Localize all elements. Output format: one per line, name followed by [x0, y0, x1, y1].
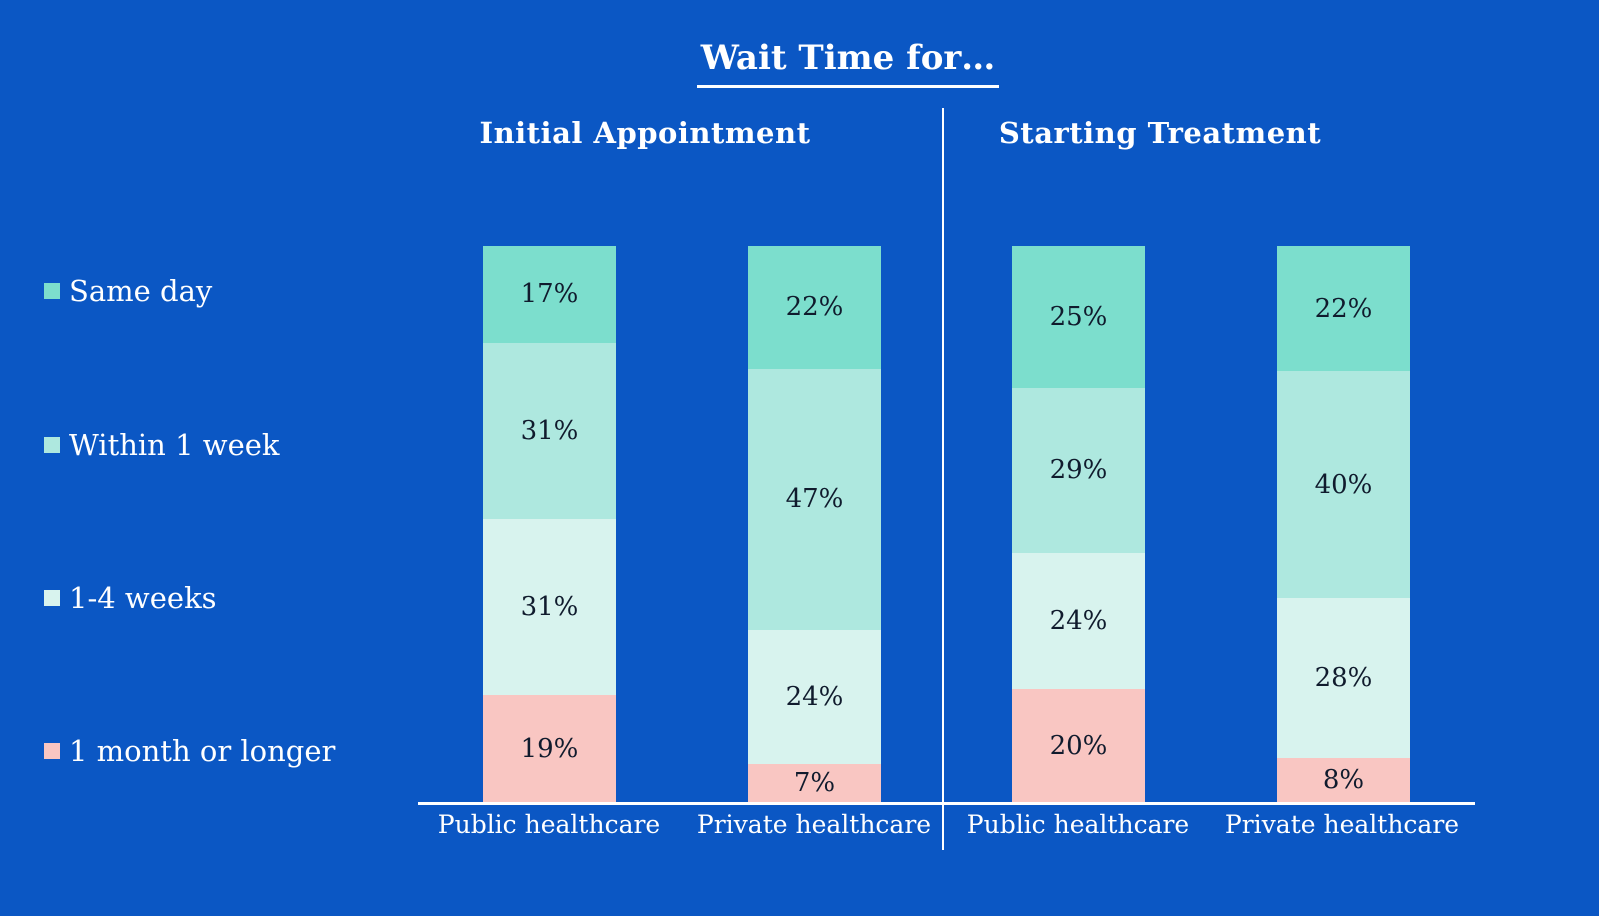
segment-value-label: 8%	[1322, 765, 1365, 796]
bar-segment-1-month-or-longer: 8%	[1277, 757, 1410, 803]
segment-value-label: 17%	[520, 279, 579, 310]
bar-initial-appointment-private: 22% 47% 24% 7%	[748, 246, 881, 803]
legend-swatch-1-month-or-longer	[44, 743, 60, 759]
segment-value-label: 40%	[1314, 469, 1373, 500]
segment-value-label: 19%	[520, 733, 579, 764]
x-axis-label-private-treatment: Private healthcare	[1224, 810, 1460, 839]
segment-value-label: 28%	[1314, 662, 1373, 693]
legend-item-within-1-week: Within 1 week	[44, 427, 279, 463]
segment-value-label: 24%	[1049, 606, 1108, 637]
segment-value-label: 31%	[520, 415, 579, 446]
bar-segment-same-day: 25%	[1012, 246, 1145, 389]
segment-value-label: 20%	[1049, 731, 1108, 762]
legend-label: Within 1 week	[69, 428, 280, 462]
panel-header-starting-treatment: Starting Treatment	[998, 116, 1322, 150]
chart-title-text: Wait Time for…	[696, 38, 1000, 88]
chart-title: Wait Time for…	[598, 38, 1098, 88]
legend-label: Same day	[69, 274, 213, 308]
legend-item-1-4-weeks: 1-4 weeks	[44, 580, 217, 616]
bar-segment-within-1-week: 29%	[1012, 388, 1145, 553]
segment-value-label: 47%	[785, 484, 844, 515]
segment-value-label: 24%	[785, 682, 844, 713]
panel-header-initial-appointment: Initial Appointment	[479, 116, 811, 150]
legend-item-1-month-or-longer: 1 month or longer	[44, 733, 335, 769]
bar-segment-within-1-week: 40%	[1277, 371, 1410, 599]
segment-value-label: 22%	[785, 292, 844, 323]
bar-segment-1-4-weeks: 24%	[748, 630, 881, 764]
legend-label: 1 month or longer	[69, 734, 336, 768]
bar-starting-treatment-public: 25% 29% 24% 20%	[1012, 246, 1145, 803]
bar-segment-same-day: 22%	[1277, 246, 1410, 372]
legend-swatch-same-day	[44, 283, 60, 299]
segment-value-label: 29%	[1049, 455, 1108, 486]
x-axis-label-public-initial: Public healthcare	[437, 810, 661, 839]
bar-segment-1-4-weeks: 24%	[1012, 552, 1145, 690]
x-axis-line	[418, 802, 1475, 805]
bar-segment-1-month-or-longer: 7%	[748, 763, 881, 803]
bar-segment-same-day: 22%	[748, 246, 881, 369]
legend-item-same-day: Same day	[44, 273, 212, 309]
bar-segment-1-4-weeks: 31%	[483, 518, 616, 695]
legend-swatch-within-1-week	[44, 437, 60, 453]
bar-segment-same-day: 17%	[483, 246, 616, 343]
bar-segment-within-1-week: 31%	[483, 342, 616, 519]
x-axis-label-private-initial: Private healthcare	[696, 810, 932, 839]
bar-starting-treatment-private: 22% 40% 28% 8%	[1277, 246, 1410, 803]
bar-segment-within-1-week: 47%	[748, 368, 881, 631]
bar-initial-appointment-public: 17% 31% 31% 19%	[483, 246, 616, 803]
legend-label: 1-4 weeks	[69, 581, 217, 615]
bar-segment-1-month-or-longer: 20%	[1012, 689, 1145, 803]
panel-divider-line	[942, 108, 944, 850]
segment-value-label: 7%	[793, 768, 836, 799]
bar-segment-1-month-or-longer: 19%	[483, 694, 616, 803]
segment-value-label: 25%	[1049, 302, 1108, 333]
segment-value-label: 31%	[520, 591, 579, 622]
bar-segment-1-4-weeks: 28%	[1277, 598, 1410, 758]
segment-value-label: 22%	[1314, 293, 1373, 324]
legend-swatch-1-4-weeks	[44, 590, 60, 606]
x-axis-label-public-treatment: Public healthcare	[966, 810, 1190, 839]
